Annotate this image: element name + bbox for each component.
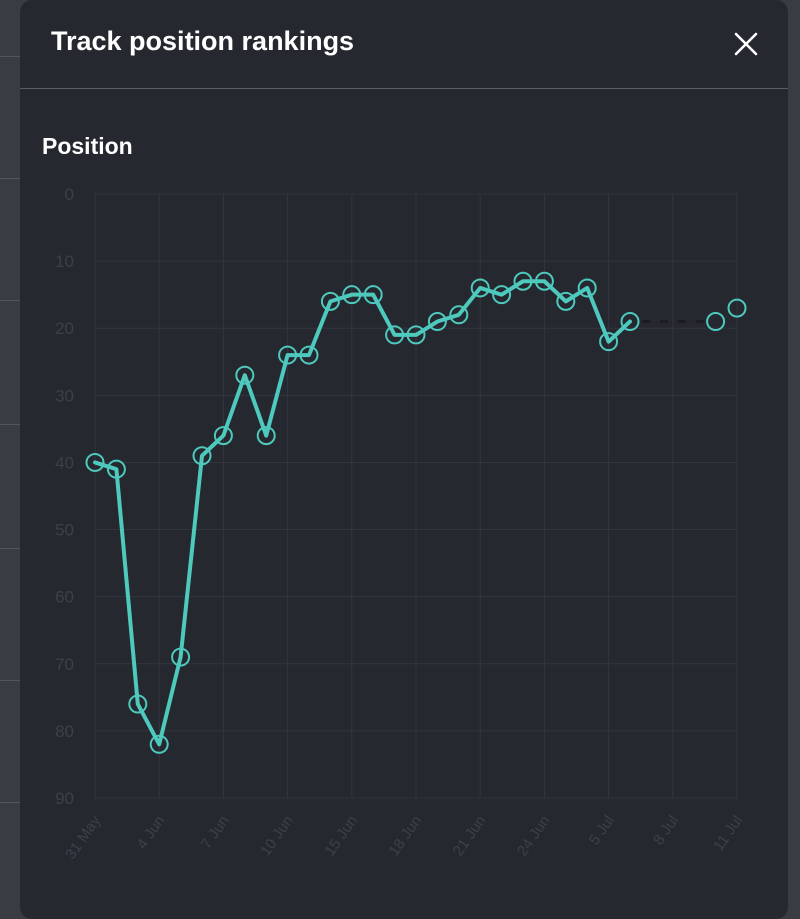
data-point — [406, 325, 426, 345]
y-tick-label: 40 — [55, 453, 74, 472]
data-point — [278, 345, 298, 365]
x-tick-label: 18 Jun — [386, 813, 426, 860]
rankings-modal: Track position rankings Position 0 10 20 30… — [20, 0, 788, 919]
backdrop-divider — [0, 56, 22, 57]
data-point — [577, 278, 597, 298]
data-point — [192, 446, 212, 466]
data-point — [106, 459, 126, 479]
x-tick-label: 7 Jun — [198, 813, 233, 853]
data-point — [149, 734, 169, 754]
x-tick-label: 24 Jun — [514, 813, 554, 860]
position-chart: 0 10 20 30 40 50 60 70 80 90 31 May 4 Jun 7 Jun 10 Ju… — [55, 185, 747, 863]
data-point — [620, 312, 640, 332]
data-point — [534, 271, 554, 291]
data-point — [213, 426, 233, 446]
y-tick-label: 20 — [55, 319, 74, 338]
modal-header: Track position rankings — [20, 0, 788, 89]
data-point — [363, 285, 383, 305]
backdrop-divider — [0, 178, 22, 179]
data-point — [385, 325, 405, 345]
backdrop-divider — [0, 680, 22, 681]
y-tick-label: 70 — [55, 655, 74, 674]
backdrop-divider — [0, 548, 22, 549]
data-point — [171, 647, 191, 667]
data-point — [128, 694, 148, 714]
data-point — [299, 345, 319, 365]
y-tick-label: 60 — [55, 588, 74, 607]
data-point — [342, 285, 362, 305]
data-point — [427, 312, 447, 332]
y-tick-label: 30 — [55, 386, 74, 405]
data-point — [320, 291, 340, 311]
close-icon — [734, 32, 758, 56]
data-point — [513, 271, 533, 291]
x-tick-label: 11 Jul — [710, 813, 746, 855]
y-tick-label: 0 — [65, 185, 74, 204]
x-tick-label: 31 May — [62, 812, 104, 862]
data-point — [85, 452, 105, 472]
y-axis-label: Position — [42, 133, 133, 159]
y-tick-label: 90 — [55, 789, 74, 808]
x-tick-label: 5 Jul — [586, 813, 618, 849]
y-tick-label: 50 — [55, 521, 74, 540]
data-point — [706, 312, 726, 332]
backdrop-divider — [0, 300, 22, 301]
y-tick-label: 10 — [55, 252, 74, 271]
x-tick-label: 15 Jun — [321, 813, 361, 860]
data-point — [470, 278, 490, 298]
data-point — [599, 332, 619, 352]
modal-title: Track position rankings — [51, 26, 355, 56]
y-tick-label: 80 — [55, 722, 74, 741]
backdrop-divider — [0, 802, 22, 803]
data-point — [556, 291, 576, 311]
data-point — [235, 365, 255, 385]
data-point — [727, 298, 747, 318]
series-line — [93, 279, 632, 747]
x-tick-label: 4 Jun — [133, 813, 168, 853]
x-tick-label: 21 Jun — [450, 813, 490, 860]
data-point — [256, 426, 276, 446]
backdrop-divider — [0, 424, 22, 425]
data-point — [492, 285, 512, 305]
x-tick-label: 8 Jul — [650, 813, 682, 849]
close-button[interactable] — [726, 24, 766, 64]
data-point — [449, 305, 469, 325]
x-tick-label: 10 Jun — [257, 813, 297, 860]
